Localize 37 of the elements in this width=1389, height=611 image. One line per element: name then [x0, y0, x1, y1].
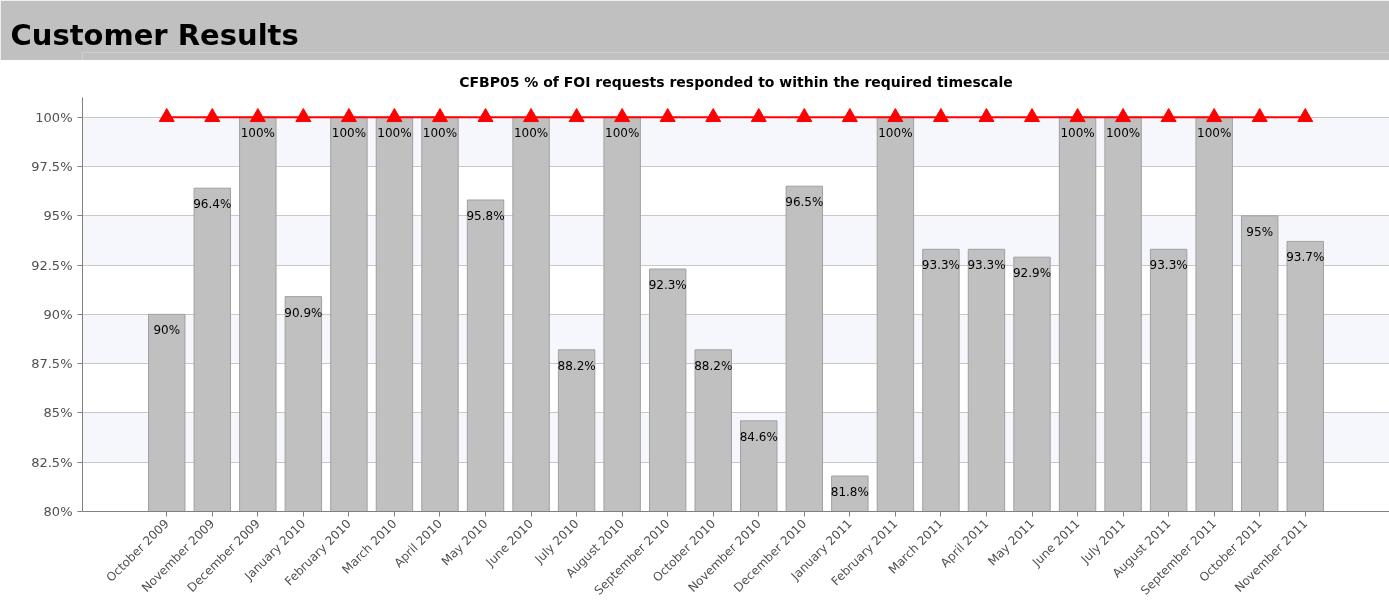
data-label: 90% [153, 323, 181, 338]
y-tick-label: 85% [43, 405, 73, 421]
data-label: 100% [377, 126, 412, 141]
data-label: 93.3% [967, 258, 1006, 273]
data-label: 93.7% [1286, 250, 1325, 265]
y-tick-label: 100% [35, 109, 73, 125]
data-label: 96.5% [785, 195, 824, 210]
data-label: 88.2% [694, 358, 733, 373]
data-label: 92.3% [648, 278, 687, 293]
y-tick-label: 90% [43, 306, 73, 322]
data-label: 100% [1197, 126, 1232, 141]
data-label: 100% [605, 126, 640, 141]
data-label: 90.9% [284, 305, 323, 320]
data-label: 88.2% [557, 358, 596, 373]
y-tick-label: 97.5% [31, 159, 73, 174]
data-label: 93.3% [1149, 258, 1188, 273]
data-label: 100% [1060, 126, 1095, 141]
data-label: 95% [1246, 224, 1274, 239]
y-tick-label: 82.5% [31, 454, 73, 470]
chart-title: Customer Results [10, 18, 299, 52]
data-label: 93.3% [921, 258, 960, 273]
y-tick-label: 92.5% [31, 257, 73, 273]
y-tick-label: 95% [43, 208, 73, 224]
data-label: 96.4% [193, 197, 232, 212]
data-label: 100% [513, 126, 549, 141]
data-label: 100% [331, 126, 367, 141]
y-tick-label: 80% [43, 504, 73, 519]
data-label: 92.9% [1012, 266, 1052, 281]
data-label: 100% [240, 126, 275, 141]
data-label: 100% [878, 126, 913, 141]
data-label: 100% [1105, 126, 1141, 141]
data-label: 81.8% [830, 485, 869, 500]
y-tick-label: 87.5% [31, 356, 73, 372]
chart-subtitle: CFBP05 % of FOI requests responded to within the required timescale [459, 73, 1013, 90]
data-label: 100% [422, 126, 458, 141]
data-label: 95.8% [466, 209, 505, 224]
data-label: 84.6% [739, 429, 778, 444]
